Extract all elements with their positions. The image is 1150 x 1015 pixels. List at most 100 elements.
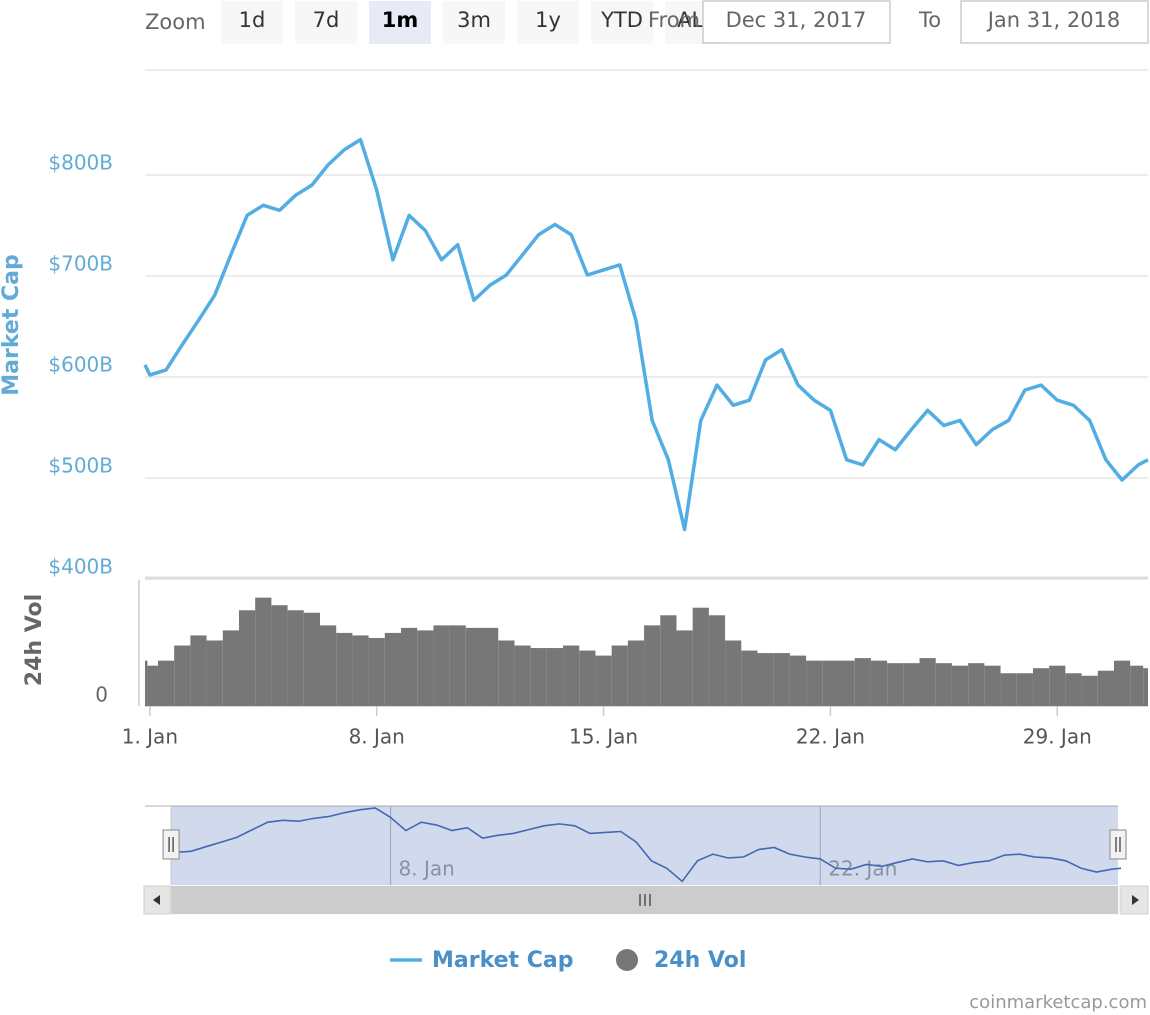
x-tick-label: 8. Jan bbox=[349, 725, 405, 749]
volume-bar bbox=[1113, 660, 1131, 706]
y-tick-label: $700B bbox=[48, 252, 113, 276]
x-tick-label: 1. Jan bbox=[122, 725, 178, 749]
volume-bar bbox=[433, 625, 450, 706]
volume-bar bbox=[870, 660, 888, 706]
volume-bar bbox=[741, 650, 758, 706]
to-value[interactable]: Jan 31, 2018 bbox=[986, 8, 1121, 32]
volume-bar bbox=[951, 665, 969, 706]
volume-bar bbox=[806, 660, 823, 706]
volume-bar bbox=[336, 632, 353, 706]
volume-bar bbox=[546, 648, 564, 706]
volume-bar bbox=[514, 645, 531, 706]
x-tick-label: 29. Jan bbox=[1023, 725, 1092, 749]
volume-bar bbox=[1097, 670, 1114, 706]
range-button-label[interactable]: 1d bbox=[239, 8, 266, 32]
volume-bar bbox=[303, 612, 320, 706]
volume-bar bbox=[222, 630, 239, 706]
legend-label[interactable]: 24h Vol bbox=[654, 948, 746, 973]
range-button-label[interactable]: 7d bbox=[313, 8, 340, 32]
volume-bar bbox=[238, 610, 256, 706]
volume-bar bbox=[530, 648, 547, 706]
volume-bar bbox=[190, 635, 207, 706]
volume-bar bbox=[1130, 665, 1144, 706]
volume-bar bbox=[887, 663, 904, 706]
y-axis-title: Market Cap bbox=[0, 254, 24, 395]
navigator-handle-grip bbox=[168, 837, 174, 852]
volume-bar bbox=[708, 615, 726, 706]
volume-bar bbox=[773, 653, 790, 706]
y2-tick-label: 0 bbox=[95, 683, 108, 707]
volume-bar bbox=[482, 627, 499, 706]
from-value[interactable]: Dec 31, 2017 bbox=[726, 8, 867, 32]
to-label: To bbox=[918, 8, 941, 32]
scrollbar-right-arrow bbox=[1132, 895, 1139, 905]
range-button[interactable] bbox=[221, 1, 283, 44]
from-input[interactable] bbox=[702, 0, 891, 44]
volume-bar bbox=[968, 663, 985, 706]
range-button[interactable] bbox=[517, 1, 579, 44]
navigator-handle[interactable] bbox=[1109, 829, 1127, 860]
volume-bar bbox=[498, 640, 515, 706]
range-button-label[interactable]: YTD bbox=[600, 8, 643, 32]
volume-bar bbox=[935, 663, 952, 706]
volume-bar bbox=[147, 665, 158, 706]
navigator-handle[interactable] bbox=[162, 829, 180, 860]
volume-bar bbox=[174, 645, 191, 706]
range-button[interactable] bbox=[369, 1, 431, 44]
range-button[interactable] bbox=[295, 1, 357, 44]
scrollbar-grip bbox=[639, 894, 651, 906]
range-button[interactable] bbox=[443, 1, 505, 44]
volume-bar bbox=[1065, 673, 1082, 706]
y-tick-label: $500B bbox=[48, 454, 113, 478]
volume-bar bbox=[563, 645, 580, 706]
credits[interactable]: coinmarketcap.com bbox=[969, 992, 1147, 1013]
volume-bar bbox=[1049, 665, 1066, 706]
volume-bar bbox=[401, 627, 418, 706]
volume-bar bbox=[919, 658, 936, 706]
volume-bar bbox=[757, 653, 774, 706]
volume-bar bbox=[725, 640, 742, 706]
volume-bar bbox=[627, 640, 645, 706]
volume-bar bbox=[611, 645, 628, 706]
volume-bar bbox=[319, 625, 337, 706]
volume-bar bbox=[789, 655, 807, 706]
volume-bar bbox=[1032, 668, 1050, 706]
volume-bar bbox=[1016, 673, 1033, 706]
legend-symbol[interactable] bbox=[616, 949, 638, 971]
volume-bar bbox=[854, 658, 871, 706]
navigator-handle-grip bbox=[1115, 837, 1121, 852]
volume-bar bbox=[449, 625, 466, 706]
volume-bar bbox=[255, 597, 272, 706]
volume-bar bbox=[676, 630, 693, 706]
navigator-line bbox=[170, 807, 1122, 883]
volume-bar bbox=[1000, 673, 1017, 706]
zoom-label: Zoom bbox=[145, 10, 206, 34]
volume-bar bbox=[1143, 668, 1148, 706]
volume-bar bbox=[271, 605, 288, 706]
volume-bar bbox=[903, 663, 920, 706]
from-label: From bbox=[648, 8, 700, 32]
y-tick-label: $400B bbox=[48, 555, 113, 579]
volume-bar bbox=[352, 635, 369, 706]
market-cap-line bbox=[143, 137, 1149, 532]
x-tick-label: 22. Jan bbox=[796, 725, 865, 749]
volume-bar bbox=[368, 637, 385, 706]
volume-bar bbox=[644, 625, 661, 706]
volume-bar bbox=[692, 607, 709, 706]
range-button-label[interactable]: 1m bbox=[382, 8, 419, 32]
range-button[interactable] bbox=[591, 1, 653, 44]
range-button-label[interactable]: 1y bbox=[535, 8, 561, 32]
volume-bar bbox=[157, 660, 175, 706]
to-input[interactable] bbox=[960, 0, 1149, 44]
volume-bar bbox=[287, 610, 304, 706]
volume-bar bbox=[660, 615, 677, 706]
range-button-label[interactable]: 3m bbox=[457, 8, 491, 32]
navigator-tick-label: 8. Jan bbox=[399, 857, 455, 881]
y2-axis-title: 24h Vol bbox=[22, 594, 47, 686]
volume-bar bbox=[595, 655, 612, 706]
volume-bar bbox=[384, 632, 402, 706]
volume-bar bbox=[984, 665, 1001, 706]
volume-bar bbox=[465, 627, 483, 706]
legend-label[interactable]: Market Cap bbox=[432, 948, 573, 973]
